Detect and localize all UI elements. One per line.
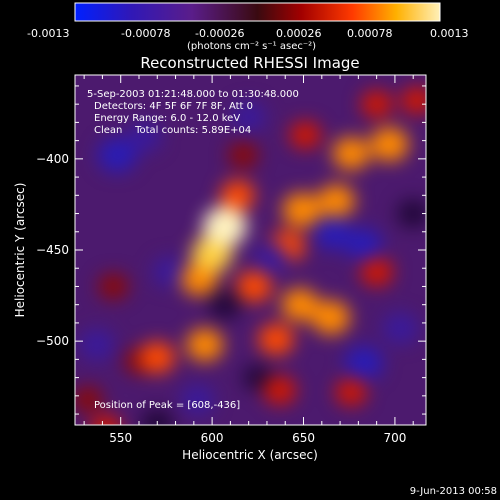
emission-source xyxy=(98,273,129,300)
emission-source xyxy=(228,142,259,169)
colorbar-tick: -0.0013 xyxy=(27,27,69,40)
negative-residual xyxy=(345,227,383,262)
emission-source xyxy=(90,414,122,425)
y-tick-label: −500 xyxy=(36,334,69,348)
x-axis-label: Heliocentric X (arcsec) xyxy=(182,448,318,462)
negative-residual xyxy=(152,256,188,288)
emission-source xyxy=(282,192,321,228)
negative-residual xyxy=(344,345,384,381)
emission-source xyxy=(281,288,319,322)
negative-residual xyxy=(79,328,115,361)
image-annotations: 5-Sep-2003 01:21:48.000 to 01:30:48.000 … xyxy=(87,89,299,411)
x-tick-label: 550 xyxy=(109,431,132,445)
emission-source xyxy=(360,90,393,118)
y-tick-label: −450 xyxy=(36,243,69,257)
footer-timestamp: 9-Jun-2013 00:58 xyxy=(410,486,497,497)
colorbar-tick: 0.0013 xyxy=(430,27,469,40)
emission-source xyxy=(289,121,322,149)
axis-ticks: 550 600 650 700 −400 −450 −500 xyxy=(36,75,426,445)
emission-source xyxy=(186,328,224,362)
negative-residual xyxy=(127,121,162,153)
negative-residual xyxy=(140,408,174,425)
emission-source xyxy=(335,378,367,406)
x-tick-label: 650 xyxy=(292,431,315,445)
emission-source xyxy=(258,323,294,356)
colorbar-tick: 0.00026 xyxy=(276,27,322,40)
chart-title: Reconstructed RHESSI Image xyxy=(140,54,359,72)
negative-residual xyxy=(208,290,242,320)
negative-residual xyxy=(231,101,266,133)
emission-source xyxy=(202,206,247,247)
energy-range-label: Energy Range: 6.0 - 12.0 keV xyxy=(94,113,240,124)
emission-source xyxy=(139,341,176,374)
emission-source xyxy=(332,136,370,170)
negative-residual xyxy=(252,243,289,275)
x-tick-label: 700 xyxy=(383,431,406,445)
negative-residual xyxy=(382,312,419,345)
emission-source xyxy=(263,375,297,405)
negative-residual xyxy=(396,199,426,228)
negative-residual xyxy=(180,384,215,415)
x-tick-label: 600 xyxy=(201,431,224,445)
colorbar xyxy=(74,2,441,22)
y-axis-label: Heliocentric Y (arcsec) xyxy=(13,183,27,318)
clean-counts-label: Clean Total counts: 5.89E+04 xyxy=(94,125,251,136)
emission-source xyxy=(317,184,355,218)
negative-residual xyxy=(314,217,352,251)
y-tick-label: −400 xyxy=(36,152,69,166)
emission-source xyxy=(75,386,103,413)
emission-source xyxy=(236,270,273,303)
emission-source xyxy=(311,300,351,335)
negative-residual xyxy=(97,137,137,173)
colorbar-ticks: -0.0013 -0.00078 -0.00026 0.00026 0.0007… xyxy=(27,27,469,40)
colorbar-tick: -0.00026 xyxy=(195,27,244,40)
colorbar-tick: 0.00078 xyxy=(347,27,393,40)
colorbar-tick: -0.00078 xyxy=(121,27,170,40)
emission-source xyxy=(360,257,394,287)
emission-source xyxy=(370,127,409,162)
heatmap-sources xyxy=(75,86,426,425)
detectors-label: Detectors: 4F 5F 6F 7F 8F, Att 0 xyxy=(94,101,253,112)
colorbar-unit-label: (photons cm⁻² s⁻¹ asec⁻²) xyxy=(187,41,316,52)
peak-position-label: Position of Peak = [608,-436] xyxy=(94,400,240,411)
time-range-label: 5-Sep-2003 01:21:48.000 to 01:30:48.000 xyxy=(87,89,299,100)
emission-source xyxy=(220,180,255,211)
emission-source xyxy=(401,86,426,115)
